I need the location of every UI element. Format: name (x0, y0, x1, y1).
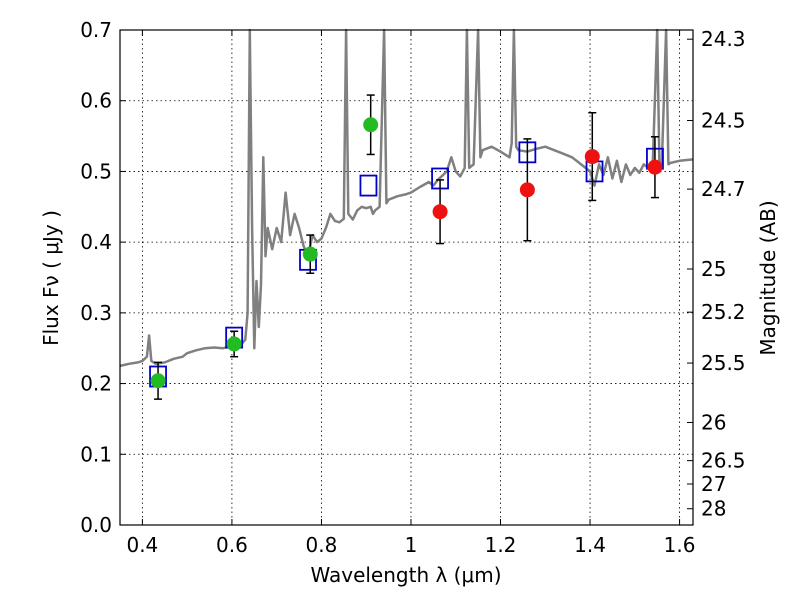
plot-frame (119, 29, 694, 526)
model-square-marker (359, 174, 378, 197)
observed-point (363, 117, 379, 133)
grid (120, 29, 693, 526)
x-tick-label: 0.8 (306, 533, 338, 557)
observed-point (226, 336, 242, 352)
x-tick-label: 1.6 (664, 533, 696, 557)
mag-tick-label: 26.5 (701, 449, 746, 473)
axis-ticks (120, 29, 693, 526)
mag-tick-label: 24.5 (701, 109, 746, 133)
y-tick-label: 0.7 (80, 18, 112, 42)
y-tick-label: 0.3 (80, 301, 112, 325)
observed-point (519, 182, 535, 198)
y-tick-label: 0.4 (80, 230, 112, 254)
y-axis-label: Flux Fν ( μJy ) (39, 210, 63, 346)
observed-point (302, 246, 318, 262)
x-axis-label: Wavelength λ (μm) (310, 563, 501, 587)
x-tick-label: 1.4 (574, 533, 606, 557)
observed-point (432, 204, 448, 220)
mag-tick-label: 27 (701, 472, 726, 496)
mag-tick-label: 25.5 (701, 351, 746, 375)
mag-tick-label: 24.3 (701, 27, 746, 51)
mag-tick-label: 25 (701, 257, 726, 281)
tick-labels: 0.4 0.6 0.8 1 1.2 1.4 1.6 0.0 0.1 0.2 0.3 0.4 0.5 0.6… (80, 18, 745, 557)
y-tick-label: 0.0 (80, 513, 112, 537)
x-tick-label: 0.4 (126, 533, 158, 557)
mag-tick-label: 28 (701, 497, 726, 521)
x-tick-label: 1.2 (485, 533, 517, 557)
spectrum-line (119, 28, 694, 368)
x-tick-label: 0.6 (216, 533, 248, 557)
observed-point (150, 373, 166, 389)
mag-tick-label: 25.2 (701, 300, 746, 324)
y-axis-right-label: Magnitude (AB) (756, 200, 780, 355)
y-tick-label: 0.1 (80, 442, 112, 466)
mag-tick-label: 26 (701, 410, 726, 434)
observed-point (647, 159, 663, 175)
y-tick-label: 0.6 (80, 89, 112, 113)
observed-point (584, 149, 600, 165)
y-tick-label: 0.2 (80, 372, 112, 396)
mag-tick-label: 24.7 (701, 177, 746, 201)
model-spectrum (119, 28, 694, 368)
y-tick-label: 0.5 (80, 159, 112, 183)
photometry-points (149, 94, 664, 400)
x-tick-label: 1 (405, 533, 418, 557)
